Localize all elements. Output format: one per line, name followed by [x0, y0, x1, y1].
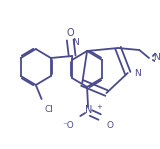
Text: Cl: Cl — [44, 105, 53, 114]
Text: N: N — [135, 69, 141, 77]
Text: N: N — [85, 105, 93, 115]
Text: N: N — [153, 52, 160, 62]
Text: N: N — [73, 38, 79, 47]
Text: ⁻O: ⁻O — [63, 121, 75, 131]
Text: O: O — [66, 28, 74, 38]
Text: O: O — [107, 121, 114, 131]
Text: +: + — [96, 104, 102, 110]
